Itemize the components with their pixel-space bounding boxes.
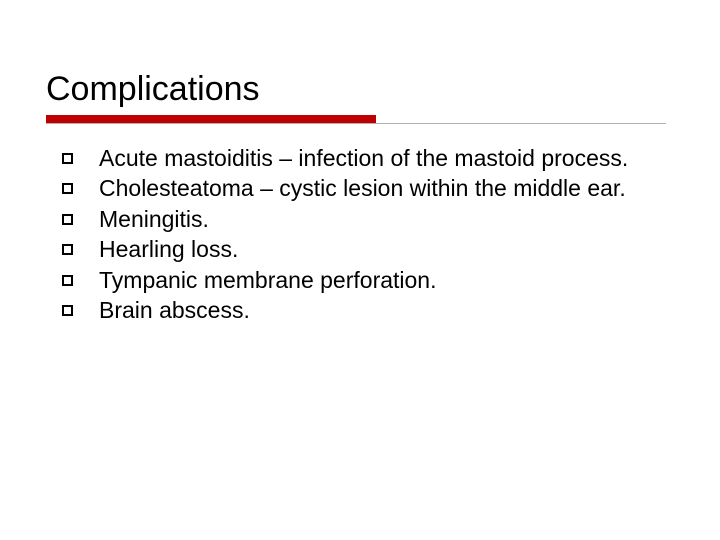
slide-title: Complications [46, 70, 670, 109]
list-item-text: Acute mastoiditis – infection of the mas… [99, 144, 670, 173]
list-item-text: Brain abscess. [99, 296, 670, 325]
underline-gray-line [46, 123, 666, 124]
list-item: Tympanic membrane perforation. [62, 266, 670, 295]
underline-red-bar [46, 115, 376, 123]
list-item-text: Tympanic membrane perforation. [99, 266, 670, 295]
slide-container: Complications Acute mastoiditis – infect… [0, 0, 720, 377]
square-bullet-icon [62, 214, 73, 225]
list-item-text: Hearling loss. [99, 235, 670, 264]
list-item: Hearling loss. [62, 235, 670, 264]
list-item-text: Cholesteatoma – cystic lesion within the… [99, 174, 670, 203]
list-item-text: Meningitis. [99, 205, 670, 234]
square-bullet-icon [62, 305, 73, 316]
square-bullet-icon [62, 244, 73, 255]
list-item: Meningitis. [62, 205, 670, 234]
square-bullet-icon [62, 275, 73, 286]
square-bullet-icon [62, 183, 73, 194]
square-bullet-icon [62, 153, 73, 164]
list-item: Acute mastoiditis – infection of the mas… [62, 144, 670, 173]
list-item: Cholesteatoma – cystic lesion within the… [62, 174, 670, 203]
title-underline [46, 115, 670, 124]
list-item: Brain abscess. [62, 296, 670, 325]
bullet-list: Acute mastoiditis – infection of the mas… [50, 144, 670, 326]
